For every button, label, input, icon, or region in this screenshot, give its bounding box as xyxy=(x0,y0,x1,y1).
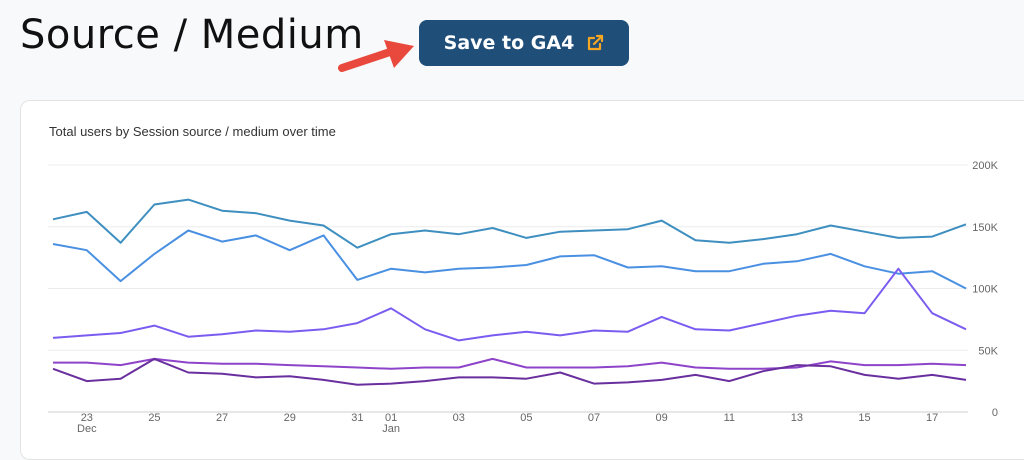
save-to-ga4-label: Save to GA4 xyxy=(443,32,575,54)
x-tick-sublabel: Dec xyxy=(77,423,97,432)
series-line-4[interactable] xyxy=(53,357,967,370)
y-tick-label: 0 xyxy=(992,407,998,419)
save-to-ga4-button[interactable]: Save to GA4 xyxy=(419,20,629,66)
external-link-icon xyxy=(586,34,604,52)
x-tick-label: 01 xyxy=(385,412,397,424)
y-tick-label: 100K xyxy=(972,284,998,296)
series-line-2[interactable] xyxy=(52,229,967,290)
x-tick-label: 03 xyxy=(453,412,465,424)
x-tick-label: 23 xyxy=(81,412,93,424)
y-tick-label: 50K xyxy=(978,345,998,357)
chart-title: Total users by Session source / medium o… xyxy=(49,124,336,139)
x-tick-label: 17 xyxy=(926,412,938,424)
series-line-3[interactable] xyxy=(52,267,967,342)
x-tick-label: 27 xyxy=(216,412,228,424)
annotation-arrow-icon xyxy=(338,40,414,72)
x-tick-label: 05 xyxy=(520,412,532,424)
x-tick-label: 09 xyxy=(656,412,668,424)
x-tick-label: 25 xyxy=(148,412,160,424)
x-tick-label: 15 xyxy=(858,412,870,424)
series-line-1[interactable] xyxy=(52,198,967,249)
y-tick-label: 150K xyxy=(972,222,998,234)
series-line-5[interactable] xyxy=(52,357,967,386)
chart-card xyxy=(20,100,1024,460)
x-tick-label: 31 xyxy=(351,412,363,424)
x-tick-label: 07 xyxy=(588,412,600,424)
x-tick-label: 11 xyxy=(724,412,735,424)
x-tick-sublabel: Jan xyxy=(382,423,400,432)
page-title: Source / Medium xyxy=(20,12,364,58)
y-tick-label: 200K xyxy=(972,160,998,172)
x-tick-label: 29 xyxy=(284,412,296,424)
x-tick-label: 13 xyxy=(791,412,803,424)
